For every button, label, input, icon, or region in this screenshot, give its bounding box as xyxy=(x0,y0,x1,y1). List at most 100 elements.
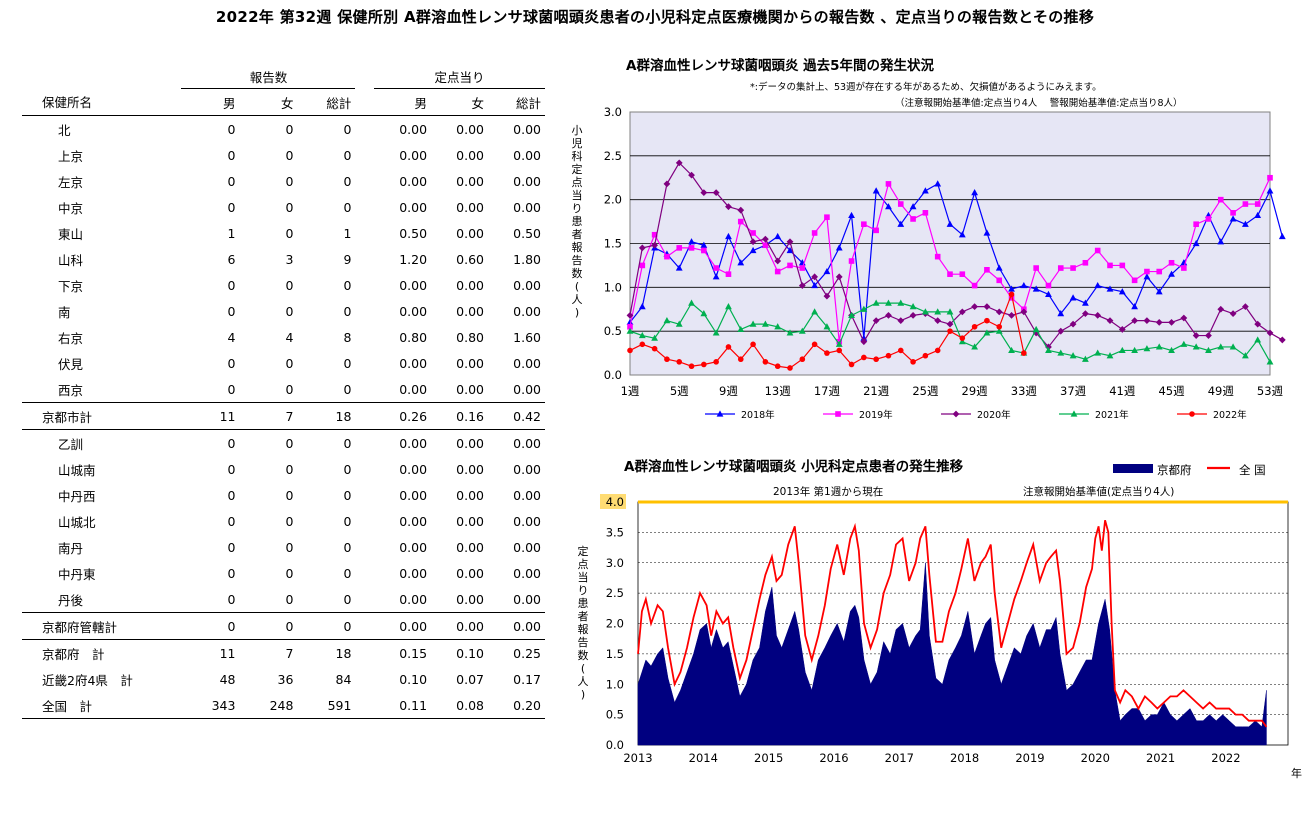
row-value-total: 0 xyxy=(297,612,356,640)
row-value-male: 0 xyxy=(227,147,236,163)
data-point xyxy=(1278,232,1286,240)
table-row: 山城北 0 0 0 0.00 0.00 0.00 xyxy=(22,508,545,534)
row-value-male: 0 xyxy=(227,355,236,371)
x-tick-label: 17週 xyxy=(814,384,841,398)
data-point xyxy=(947,271,953,277)
row-value-female-rate: 0.80 xyxy=(456,329,484,345)
data-point xyxy=(996,323,1003,330)
x-tick-label: 53週 xyxy=(1257,384,1284,398)
row-value-male-rate: 0.00 xyxy=(399,591,428,607)
y-axis-label-char: ( xyxy=(575,280,579,293)
data-point xyxy=(835,244,843,251)
row-name: 南 xyxy=(58,304,71,320)
data-point xyxy=(959,335,966,341)
chart-5year: A群溶血性レンサ球菌咽頭炎 過去5年間の発生状況 *:データの集計上、53週が存在… xyxy=(572,57,1286,421)
row-value-female: 0 xyxy=(285,199,294,215)
chart-title: A群溶血性レンサ球菌咽頭炎 過去5年間の発生状況 xyxy=(626,57,935,74)
data-point xyxy=(1143,317,1151,325)
data-point xyxy=(946,320,954,328)
data-point xyxy=(761,320,769,327)
data-point xyxy=(712,329,720,336)
data-point xyxy=(1242,201,1249,207)
row-value-male-rate: 0.15 xyxy=(374,639,432,666)
data-point xyxy=(861,354,867,361)
row-value-female-rate: 0.00 xyxy=(456,591,484,607)
data-point xyxy=(872,317,880,325)
legend-label: 2021年 xyxy=(1095,409,1129,421)
y-tick-label: 3.5 xyxy=(606,525,624,539)
x-tick-label: 25週 xyxy=(912,384,939,398)
data-point xyxy=(1106,285,1114,292)
threshold-label-bg xyxy=(600,494,626,509)
data-point xyxy=(823,267,831,275)
table-row: 京都府管轄計 0 0 0 0.00 0.00 0.00 xyxy=(22,612,545,640)
row-value-female-rate: 0.00 xyxy=(456,147,484,163)
row-name: 東山 xyxy=(58,226,84,242)
data-point xyxy=(946,220,954,227)
y-tick-label: 3.0 xyxy=(606,556,624,570)
data-point xyxy=(688,245,695,251)
table-row: 下京 0 0 0 0.00 0.00 0.00 xyxy=(22,272,545,298)
row-value-female-rate: 0.16 xyxy=(431,402,488,430)
row-value-female: 0 xyxy=(239,429,298,456)
column-header-female: 女 xyxy=(239,88,298,116)
x-tick-label: 2013 xyxy=(623,751,652,765)
data-point xyxy=(1094,281,1102,289)
data-point xyxy=(1107,262,1113,269)
data-point xyxy=(823,323,831,330)
data-point xyxy=(651,241,659,249)
data-point xyxy=(1241,220,1249,227)
row-value-total: 0 xyxy=(343,199,352,215)
row-value-total-rate: 0.00 xyxy=(513,513,541,529)
row-value-total: 0 xyxy=(343,565,352,581)
row-name: 中京 xyxy=(58,200,84,216)
y-axis-label-char: 当 xyxy=(572,188,583,202)
data-point xyxy=(664,356,670,363)
data-point xyxy=(664,253,670,260)
row-value-female-rate: 0.00 xyxy=(456,355,484,371)
data-point xyxy=(983,229,991,236)
row-value-female: 0 xyxy=(239,612,298,640)
x-tick-label: 1週 xyxy=(621,384,640,398)
y-axis-label-char: 報 xyxy=(578,623,589,636)
data-point xyxy=(1070,265,1076,271)
data-point xyxy=(688,171,695,179)
row-value-male-rate: 0.80 xyxy=(399,329,428,345)
data-point xyxy=(774,323,782,330)
data-point xyxy=(848,211,855,219)
row-value-female-rate: 0.07 xyxy=(456,671,484,687)
row-name: 京都市計 xyxy=(22,402,182,430)
data-point xyxy=(995,264,1003,271)
y-tick-label: 0.5 xyxy=(606,708,624,722)
x-tick-label: 49週 xyxy=(1208,384,1235,398)
data-point xyxy=(639,341,646,348)
row-value-male: 0 xyxy=(227,199,236,215)
y-axis-label-char: 点 xyxy=(572,176,583,189)
data-point xyxy=(1081,299,1089,306)
y-axis-label-char: り xyxy=(578,584,589,597)
data-point xyxy=(1254,201,1261,207)
data-point xyxy=(750,341,756,348)
x-tick-label: 33週 xyxy=(1011,384,1038,398)
row-value-female: 0 xyxy=(285,565,294,581)
data-point xyxy=(811,273,819,281)
data-point xyxy=(958,308,966,316)
row-value-total: 0 xyxy=(343,381,352,397)
y-axis-label-char: 人 xyxy=(572,293,583,306)
data-point xyxy=(984,267,990,273)
data-point xyxy=(1131,346,1139,354)
legend-marker xyxy=(1070,410,1078,417)
table-row: 上京 0 0 0 0.00 0.00 0.00 xyxy=(22,142,545,168)
threshold-note-value: 4人 xyxy=(1153,486,1171,498)
table-row: 西京 0 0 0 0.00 0.00 0.00 xyxy=(22,376,545,403)
row-value-total: 0 xyxy=(343,355,352,371)
data-point xyxy=(675,159,683,167)
row-value-male-rate: 1.20 xyxy=(399,251,428,267)
row-value-male-rate: 0.00 xyxy=(399,461,428,477)
data-point xyxy=(774,257,782,265)
series-line xyxy=(629,182,1283,339)
data-point xyxy=(1118,346,1126,354)
y-tick-label: 2.0 xyxy=(606,617,624,631)
data-point xyxy=(1106,317,1114,325)
y-axis-label-char: 点 xyxy=(578,558,589,571)
